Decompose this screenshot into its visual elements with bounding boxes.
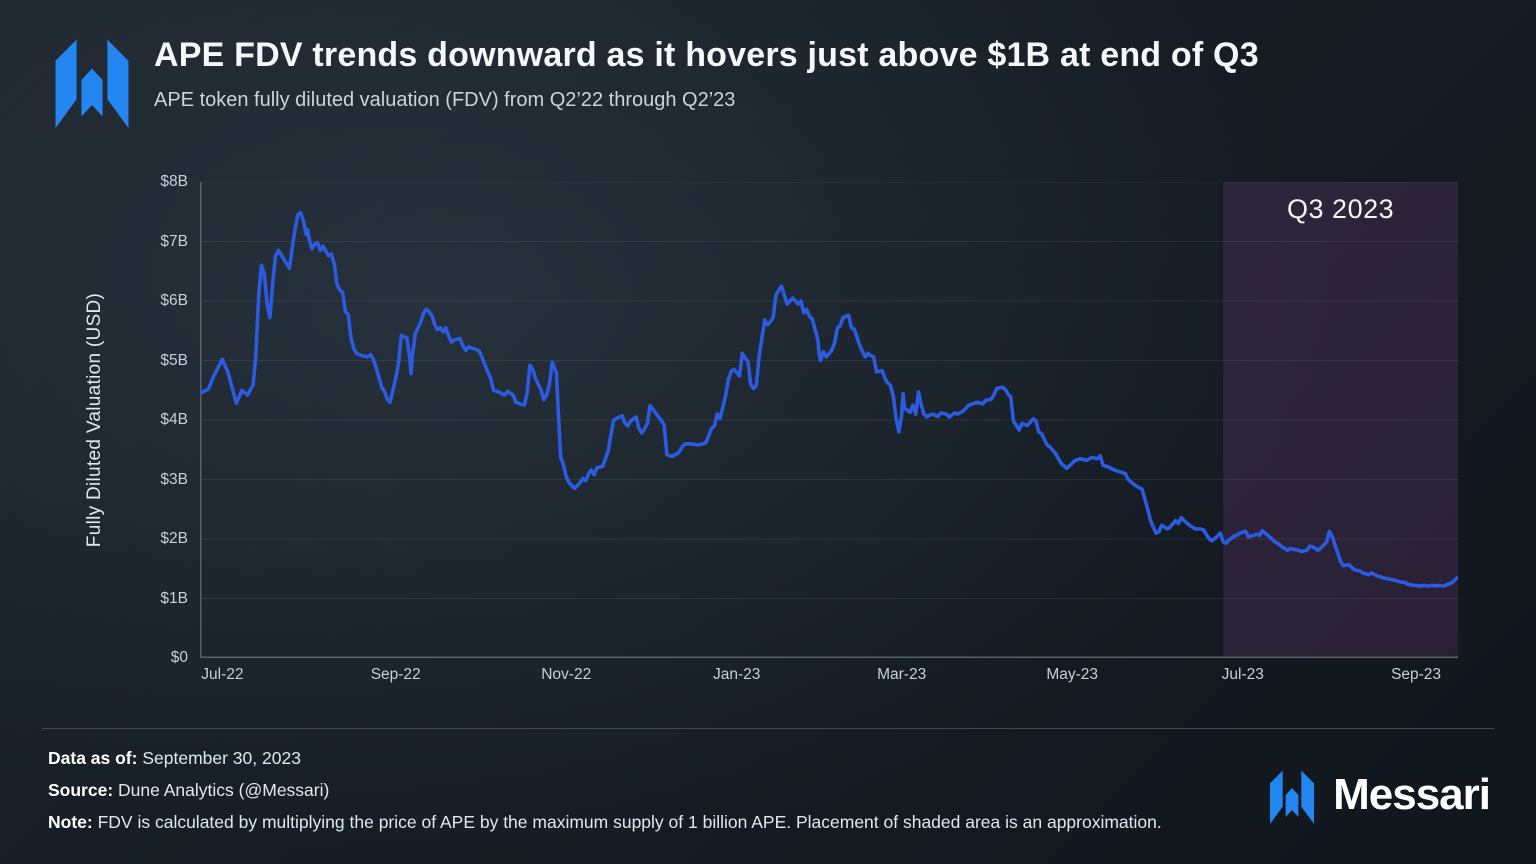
messari-wordmark: Messari (1333, 770, 1491, 819)
y-tick-label: $2B (160, 530, 188, 547)
y-tick-label: $8B (160, 173, 188, 190)
data-as-of-value: September 30, 2023 (142, 748, 301, 768)
messari-logo-icon (1270, 770, 1315, 824)
page-subtitle: APE token fully diluted valuation (FDV) … (154, 89, 736, 111)
y-tick-label: $6B (160, 292, 188, 309)
messari-logo-icon (55, 39, 129, 128)
y-tick-label: $7B (160, 232, 188, 250)
x-tick-label: Sep-22 (370, 666, 421, 683)
source-line: Source: Dune Analytics (@Messari) (48, 778, 1488, 803)
x-tick-label: Jan-23 (713, 666, 761, 683)
y-tick-label: $4B (160, 411, 188, 428)
x-tick-label: Sep-23 (1391, 666, 1442, 683)
y-tick-label: $5B (160, 351, 188, 369)
header: APE FDV trends downward as it hovers jus… (48, 28, 1259, 128)
q3-shaded-region (1223, 182, 1458, 658)
source-value: Dune Analytics (@Messari) (118, 779, 330, 800)
x-tick-label: May-23 (1046, 666, 1099, 683)
data-as-of-label: Data as of: (48, 748, 138, 768)
fdv-line-series (200, 211, 1458, 588)
x-tick-label: Jul-22 (201, 666, 244, 683)
messari-wordmark-lockup: Messari (1266, 766, 1491, 824)
fdv-line-chart: Fully Diluted Valuation (USD) $0 $1B $2B $3… (0, 140, 1536, 720)
x-tick-label: Mar-23 (877, 666, 927, 683)
plot-area (200, 182, 1458, 658)
source-label: Source: (48, 779, 114, 800)
q3-2023-label: Q3 2023 (1287, 194, 1395, 224)
note-line: Note: FDV is calculated by multiplying t… (48, 810, 1488, 835)
footer: Data as of: September 30, 2023 Source: D… (42, 728, 1494, 842)
x-tick-label: Nov-22 (541, 666, 592, 683)
header-titles: APE FDV trends downward as it hovers jus… (154, 28, 1259, 112)
note-label: Note: (48, 811, 93, 832)
data-as-of-line: Data as of: September 30, 2023 (48, 746, 1488, 771)
y-tick-label: $1B (160, 589, 188, 607)
y-tick-label: $3B (160, 470, 188, 488)
page-title: APE FDV trends downward as it hovers jus… (154, 36, 1259, 74)
x-tick-label: Jul-23 (1221, 666, 1264, 683)
note-value: FDV is calculated by multiplying the pri… (97, 811, 1162, 832)
y-tick-label: $0 (170, 649, 188, 666)
